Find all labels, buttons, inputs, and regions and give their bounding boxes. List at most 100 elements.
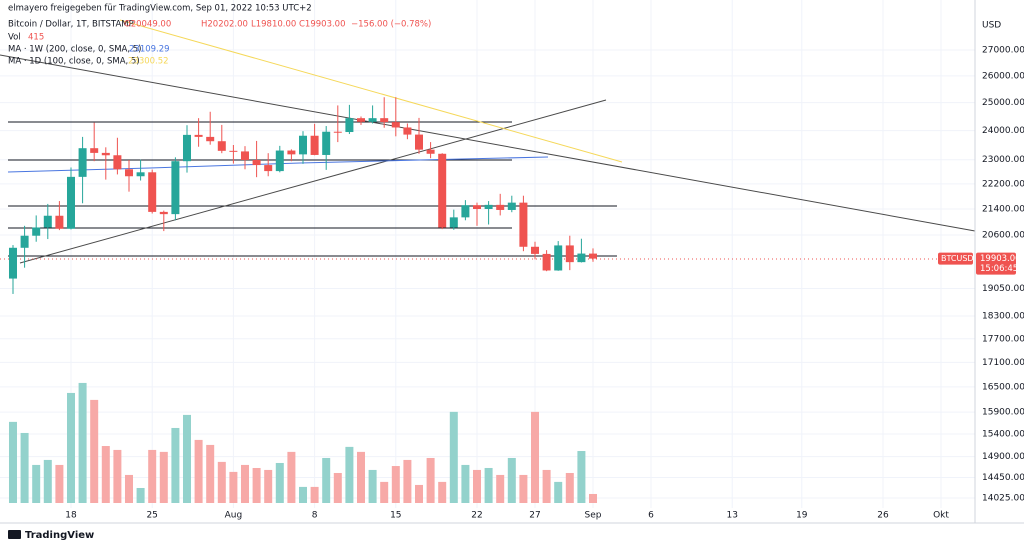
indicator-value: 23109.29 xyxy=(129,45,170,55)
candle-body xyxy=(206,136,215,142)
ohlc-low: L19810.00 xyxy=(251,20,296,30)
volume-bar xyxy=(473,469,482,503)
candle-body xyxy=(542,253,551,271)
y-tick-label: 18300.00 xyxy=(982,312,1024,322)
attribution: elmayero freigegeben für TradingView.com… xyxy=(8,4,312,14)
volume-label: Vol xyxy=(8,33,21,43)
volume-bar xyxy=(240,464,249,503)
candle-body xyxy=(403,127,412,135)
volume-bar xyxy=(519,474,528,503)
ohlc-close: C19903.00 xyxy=(299,20,346,30)
volume-bar xyxy=(229,471,238,503)
volume-bar xyxy=(182,414,191,503)
currency-label: USD xyxy=(982,21,1001,31)
candle-body xyxy=(182,134,191,162)
candle-body xyxy=(333,131,342,133)
x-tick-label: 26 xyxy=(877,511,889,521)
candle-body xyxy=(298,135,307,155)
y-tick-label: 21400.00 xyxy=(982,205,1024,215)
volume-bar xyxy=(298,486,307,503)
candle-body xyxy=(589,253,598,259)
candle-body xyxy=(217,141,226,151)
candle-body xyxy=(287,150,296,155)
candle-body xyxy=(368,118,377,122)
logo-icon xyxy=(8,530,21,539)
ma-1d-line xyxy=(119,19,623,163)
candles xyxy=(8,97,598,294)
x-tick-label: Okt xyxy=(933,511,949,521)
candle-body xyxy=(449,217,458,228)
axes: 27000.00 26000.00 25000.00 24000.00 23000.00… xyxy=(65,46,1024,521)
volume-bar xyxy=(252,467,261,503)
y-tick-label: 15400.00 xyxy=(982,429,1024,439)
y-tick-label: 24000.00 xyxy=(982,126,1024,136)
volume-bar xyxy=(310,486,319,503)
candle-body xyxy=(20,235,29,248)
candle-body xyxy=(356,118,365,122)
price-tag: 19903.00 xyxy=(980,254,1021,264)
volume-bar xyxy=(66,392,75,503)
volume-pane xyxy=(8,382,598,503)
ohlc-open: O20049.00 xyxy=(124,20,171,30)
x-tick-label: 27 xyxy=(529,511,540,521)
candle-body xyxy=(159,211,168,215)
y-tick-label: 26000.00 xyxy=(982,71,1024,81)
volume-bar xyxy=(380,481,389,503)
volume-bar xyxy=(403,459,412,503)
y-tick-label: 25000.00 xyxy=(982,98,1024,108)
candle-body xyxy=(496,204,505,210)
volume-bar xyxy=(542,469,551,503)
candle-body xyxy=(66,176,75,229)
volume-bar xyxy=(32,464,41,503)
volume-bar xyxy=(194,439,203,503)
y-tick-label: 22200.00 xyxy=(982,179,1024,189)
candle-body xyxy=(252,159,261,166)
y-tick-label: 19050.00 xyxy=(982,284,1024,294)
symbol-tag: BTCUSD xyxy=(941,254,974,263)
volume-bar xyxy=(171,427,180,503)
x-tick-label: Sep xyxy=(585,511,602,521)
candle-body xyxy=(229,150,238,152)
x-tick-label: 15 xyxy=(390,511,401,521)
volume-bar xyxy=(206,444,215,503)
volume-bar xyxy=(136,487,145,503)
volume-bar xyxy=(78,382,87,503)
trend-line xyxy=(19,99,607,264)
indicator-name: MA · 1W (200, close, 0, SMA, 5) xyxy=(8,45,142,55)
candle-body xyxy=(90,148,99,153)
candle-body xyxy=(148,172,157,212)
candle-body xyxy=(531,246,540,254)
candle-body xyxy=(322,131,331,155)
candle-body xyxy=(380,118,389,123)
candle-body xyxy=(264,165,273,172)
candle-body xyxy=(124,169,133,177)
x-tick-label: 18 xyxy=(65,511,77,521)
candle-body xyxy=(194,134,203,137)
volume-bar xyxy=(356,451,365,503)
volume-bar xyxy=(20,432,29,503)
x-tick-label: 25 xyxy=(146,511,157,521)
price-tag-bg xyxy=(976,252,1016,275)
volume-bar xyxy=(368,469,377,503)
candle-body xyxy=(507,202,516,210)
y-tick-label: 14025.00 xyxy=(982,493,1024,503)
volume-bar xyxy=(577,451,586,503)
candle-body xyxy=(391,122,400,128)
indicator-value: 23300.52 xyxy=(128,57,169,67)
candle-body xyxy=(101,152,110,156)
candle-body xyxy=(461,205,470,218)
y-tick-label: 14900.00 xyxy=(982,452,1024,462)
ohlc-change: −156.00 (−0.78%) xyxy=(351,20,431,30)
x-tick-label: 8 xyxy=(312,511,318,521)
volume-bar xyxy=(415,484,424,503)
candle-body xyxy=(426,149,435,154)
volume-bar xyxy=(565,472,574,503)
volume-bar xyxy=(461,464,470,503)
candle-body xyxy=(438,153,447,228)
volume-bar xyxy=(449,411,458,503)
y-tick-label: 14450.00 xyxy=(982,473,1024,483)
symbol-tag-bg xyxy=(938,252,973,265)
candle-body xyxy=(565,245,574,263)
volume-bar xyxy=(345,446,354,503)
